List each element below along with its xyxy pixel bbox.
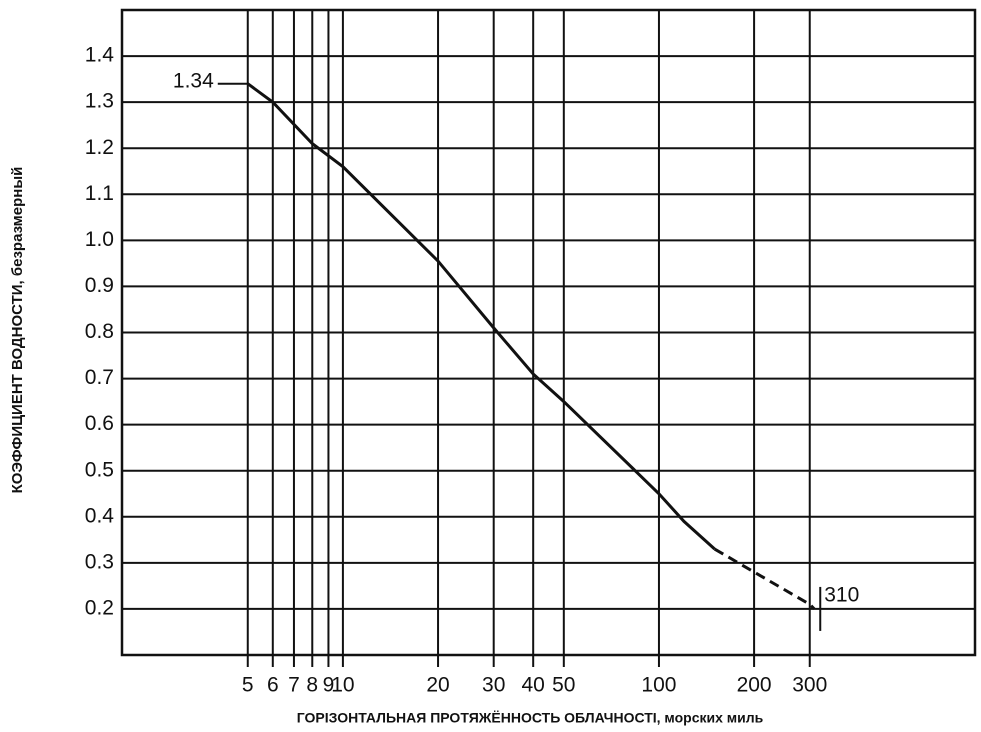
y-tick-label: 0.6 xyxy=(85,412,114,435)
x-tick-label: 40 xyxy=(522,674,545,697)
x-tick-label: 5 xyxy=(242,674,254,697)
y-tick-label: 0.9 xyxy=(85,274,114,297)
data-line xyxy=(713,547,816,610)
x-tick-label: 10 xyxy=(331,674,354,697)
x-tick-label: 30 xyxy=(482,674,505,697)
x-tick-label: 6 xyxy=(267,674,279,697)
x-tick-label: 300 xyxy=(792,674,827,697)
y-tick-label: 1.1 xyxy=(85,182,114,205)
x-tick-label: 7 xyxy=(288,674,300,697)
y-tick-label: 1.3 xyxy=(85,90,114,113)
x-tick-label: 50 xyxy=(552,674,575,697)
annotation: 310 xyxy=(824,583,859,606)
x-tick-label: 8 xyxy=(306,674,318,697)
x-tick-label: 9 xyxy=(323,674,335,697)
annotation: 1.34 xyxy=(173,69,214,92)
y-tick-label: 0.2 xyxy=(85,596,114,619)
y-tick-label: 0.4 xyxy=(85,504,115,527)
x-tick-label: 20 xyxy=(426,674,449,697)
y-tick-label: 1.2 xyxy=(85,136,114,159)
y-tick-label: 1.4 xyxy=(85,44,115,67)
y-tick-label: 0.3 xyxy=(85,550,114,573)
y-tick-label: 0.5 xyxy=(85,458,114,481)
x-axis-label: ГОРIЗОНТАЛЬНАЯ ПРОТЯЖЁННОСТЬ ОБЛАЧНОСТI,… xyxy=(297,710,764,726)
y-tick-label: 0.8 xyxy=(85,320,114,343)
x-tick-label: 200 xyxy=(737,674,772,697)
x-tick-label: 100 xyxy=(641,674,676,697)
data-line xyxy=(246,82,716,551)
y-axis-label: КОЭФФИЦИЕНТ ВОДНОСТИ, безразмерный xyxy=(9,167,26,494)
y-tick-label: 0.7 xyxy=(85,366,114,389)
y-tick-label: 1.0 xyxy=(85,228,114,251)
